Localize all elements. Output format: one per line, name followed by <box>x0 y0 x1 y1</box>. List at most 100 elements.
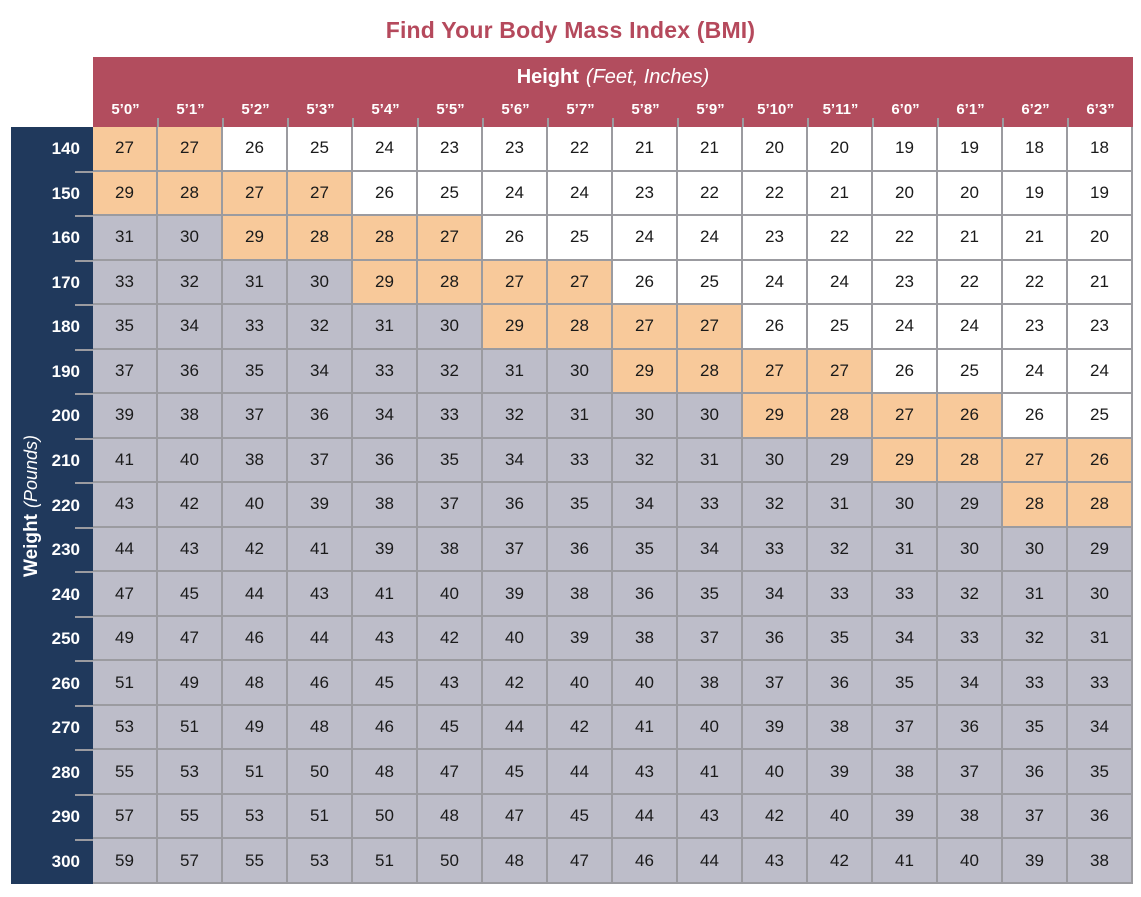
bmi-cell: 49 <box>158 661 221 704</box>
weight-row-label: 290 <box>11 793 93 840</box>
height-axis-header: Height (Feet, Inches) 5’0” 5’1” 5’2” 5’3” 5’… <box>93 57 1133 127</box>
bmi-cell: 37 <box>93 349 156 393</box>
bmi-cell: 41 <box>288 527 351 571</box>
bmi-cell: 23 <box>873 260 936 304</box>
bmi-cell: 46 <box>223 616 286 660</box>
bmi-cell: 34 <box>743 572 806 615</box>
height-column-header: 5’3” <box>287 91 353 127</box>
bmi-cell: 30 <box>678 394 741 437</box>
bmi-cell: 34 <box>1068 705 1131 749</box>
bmi-cell: 36 <box>808 661 871 704</box>
bmi-cell: 53 <box>158 750 221 793</box>
bmi-cell: 30 <box>873 483 936 526</box>
bmi-cell: 35 <box>418 438 481 482</box>
bmi-cell: 37 <box>938 750 1001 793</box>
bmi-cell: 33 <box>1068 661 1131 704</box>
bmi-cell: 38 <box>808 705 871 749</box>
bmi-table: Height (Feet, Inches) 5’0” 5’1” 5’2” 5’3” 5’… <box>11 57 1141 884</box>
bmi-cell: 31 <box>483 349 546 393</box>
height-column-header-text: 5’7” <box>566 100 595 118</box>
bmi-cell: 19 <box>1068 171 1131 215</box>
row-grid-tick <box>75 170 93 173</box>
height-column-header-text: 5’6” <box>501 100 530 118</box>
bmi-cell: 36 <box>1003 750 1066 793</box>
row-grid-tick <box>75 348 93 351</box>
bmi-cell: 38 <box>938 794 1001 838</box>
row-grid-tick <box>75 793 93 796</box>
column-grid-tick <box>222 118 224 127</box>
column-grid-tick <box>872 118 874 127</box>
weight-row-label: 180 <box>11 304 93 350</box>
bmi-cell: 49 <box>93 616 156 660</box>
height-column-header-text: 5’5” <box>436 100 465 118</box>
column-grid-tick <box>937 118 939 127</box>
bmi-cell: 41 <box>93 438 156 482</box>
bmi-cell: 38 <box>158 394 221 437</box>
bmi-cell: 37 <box>418 483 481 526</box>
bmi-cell: 40 <box>418 572 481 615</box>
bmi-cell: 18 <box>1003 127 1066 170</box>
weight-row-label: 170 <box>11 259 93 306</box>
bmi-cell: 47 <box>483 794 546 838</box>
bmi-cell: 29 <box>613 349 676 393</box>
bmi-cell: 29 <box>223 216 286 259</box>
height-column-header: 5’4” <box>352 91 418 127</box>
height-column-header-text: 5’1” <box>176 100 205 118</box>
bmi-cell: 30 <box>613 394 676 437</box>
bmi-cell: 27 <box>158 127 221 170</box>
height-column-header: 5’5” <box>417 91 483 127</box>
bmi-cell: 24 <box>548 171 611 215</box>
row-grid-tick <box>75 482 93 485</box>
height-column-header: 6’3” <box>1067 91 1133 127</box>
height-column-header-text: 5’2” <box>241 100 270 118</box>
bmi-cell: 32 <box>938 572 1001 615</box>
bmi-cell: 27 <box>613 305 676 348</box>
bmi-cell: 26 <box>1068 438 1131 482</box>
bmi-cell: 29 <box>743 394 806 437</box>
bmi-cell: 47 <box>158 616 221 660</box>
height-column-header: 5’9” <box>677 91 743 127</box>
height-column-header-text: 5’3” <box>306 100 335 118</box>
bmi-cell: 33 <box>938 616 1001 660</box>
bmi-cell: 21 <box>1003 216 1066 259</box>
bmi-cell: 41 <box>613 705 676 749</box>
bmi-cell: 34 <box>288 349 351 393</box>
weight-row-label-text: 260 <box>51 673 80 693</box>
bmi-cell: 30 <box>158 216 221 259</box>
bmi-cell: 34 <box>483 438 546 482</box>
bmi-cell: 20 <box>743 127 806 170</box>
column-grid-tick <box>287 118 289 127</box>
column-grid-tick <box>807 118 809 127</box>
bmi-cell: 37 <box>873 705 936 749</box>
bmi-cell: 57 <box>93 794 156 838</box>
bmi-cell: 40 <box>223 483 286 526</box>
bmi-cell: 48 <box>353 750 416 793</box>
bmi-cell: 36 <box>288 394 351 437</box>
bmi-cell: 44 <box>548 750 611 793</box>
bmi-cell: 53 <box>223 794 286 838</box>
bmi-cell: 28 <box>158 171 221 215</box>
bmi-cell: 26 <box>483 216 546 259</box>
row-grid-tick <box>75 704 93 707</box>
bmi-cell: 26 <box>223 127 286 170</box>
bmi-cell: 22 <box>1003 260 1066 304</box>
bmi-cell: 48 <box>418 794 481 838</box>
weight-row-label-text: 180 <box>51 317 80 337</box>
bmi-cell: 27 <box>873 394 936 437</box>
bmi-cell: 37 <box>743 661 806 704</box>
bmi-cell: 50 <box>288 750 351 793</box>
bmi-cell: 40 <box>613 661 676 704</box>
bmi-cell: 23 <box>743 216 806 259</box>
bmi-cell: 37 <box>223 394 286 437</box>
bmi-cell: 44 <box>223 572 286 615</box>
bmi-cell: 39 <box>873 794 936 838</box>
bmi-cell: 32 <box>158 260 221 304</box>
bmi-cell: 42 <box>548 705 611 749</box>
bmi-cell: 32 <box>418 349 481 393</box>
bmi-cell: 50 <box>418 839 481 882</box>
weight-row-label: 140 <box>11 127 93 172</box>
bmi-cell: 47 <box>418 750 481 793</box>
row-grid-tick <box>75 304 93 307</box>
height-column-header: 5’2” <box>222 91 288 127</box>
bmi-cell: 28 <box>1068 483 1131 526</box>
